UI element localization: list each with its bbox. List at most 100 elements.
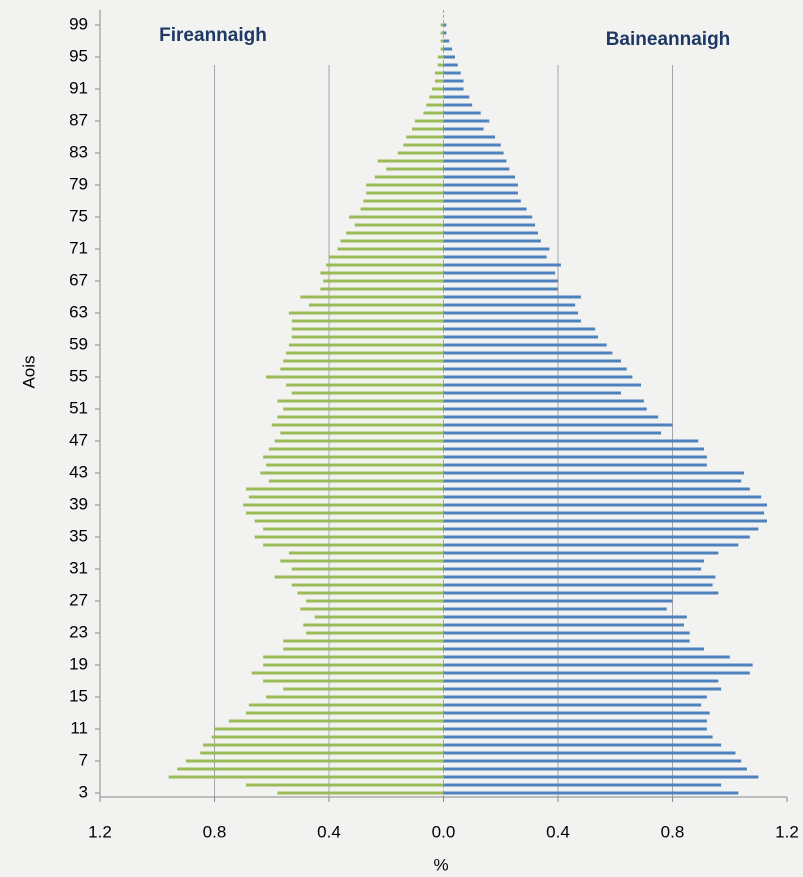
bar	[443, 543, 739, 547]
bar	[254, 519, 444, 523]
bar	[291, 335, 444, 339]
x-tick-label: 0.4	[317, 822, 341, 841]
bar	[228, 719, 444, 723]
bar	[443, 95, 470, 99]
y-tick-label: 19	[69, 654, 88, 673]
bar	[440, 23, 444, 27]
bar	[443, 575, 716, 579]
bar	[443, 615, 687, 619]
bar	[434, 71, 444, 75]
bar	[443, 439, 699, 443]
y-tick-label: 71	[69, 238, 88, 257]
bar	[443, 319, 581, 323]
bar	[443, 295, 581, 299]
bar	[443, 695, 707, 699]
bar	[283, 687, 444, 691]
bar	[443, 79, 464, 83]
bar	[443, 135, 496, 139]
bar	[443, 679, 719, 683]
bar	[274, 439, 444, 443]
bar	[443, 559, 704, 563]
bar	[443, 391, 621, 395]
bar	[443, 87, 464, 91]
bar	[443, 775, 759, 779]
bar	[443, 367, 627, 371]
bar	[443, 631, 690, 635]
bar	[443, 479, 742, 483]
y-tick-label: 83	[69, 142, 88, 161]
bar	[443, 487, 750, 491]
x-tick-label: 1.2	[775, 822, 799, 841]
bar	[323, 279, 444, 283]
y-tick-label: 99	[69, 14, 88, 33]
bar	[168, 775, 444, 779]
bar	[177, 767, 444, 771]
bar	[443, 431, 662, 435]
bar	[443, 623, 684, 627]
bar	[268, 447, 444, 451]
bar	[363, 199, 444, 203]
bar	[306, 631, 444, 635]
bar	[263, 663, 444, 667]
bar	[443, 279, 558, 283]
bar	[443, 447, 704, 451]
bar	[443, 783, 722, 787]
bar	[443, 527, 759, 531]
bar	[432, 87, 444, 91]
bar	[443, 183, 518, 187]
bar	[283, 407, 444, 411]
bar	[291, 567, 444, 571]
bar	[251, 671, 444, 675]
bar	[443, 335, 599, 339]
bar	[443, 503, 767, 507]
bar	[443, 47, 453, 51]
bar	[349, 215, 444, 219]
bar	[443, 199, 521, 203]
bar	[443, 55, 455, 59]
bar	[386, 167, 444, 171]
bar	[291, 583, 444, 587]
bar	[443, 727, 707, 731]
bar	[266, 695, 444, 699]
bar	[443, 119, 490, 123]
bar	[308, 303, 444, 307]
bar	[443, 311, 579, 315]
bar	[443, 399, 644, 403]
y-tick-label: 63	[69, 302, 88, 321]
bar	[263, 527, 444, 531]
bar	[248, 703, 444, 707]
bar	[443, 207, 527, 211]
x-tick-label: 0.0	[432, 822, 456, 841]
bar	[214, 727, 444, 731]
bar	[340, 239, 444, 243]
y-tick-label: 79	[69, 174, 88, 193]
bar	[245, 711, 444, 715]
left-series-title: Fireannaigh	[159, 25, 267, 46]
bar	[260, 471, 444, 475]
bar	[437, 63, 444, 67]
bar	[443, 535, 750, 539]
bar	[443, 751, 736, 755]
bar	[440, 39, 444, 43]
bar	[443, 343, 607, 347]
bar	[443, 551, 719, 555]
bar	[443, 655, 730, 659]
bar	[288, 343, 444, 347]
bar	[443, 711, 710, 715]
bar	[306, 599, 444, 603]
y-tick-label: 91	[69, 78, 88, 97]
bar	[443, 127, 484, 131]
bar	[443, 151, 504, 155]
bar	[443, 231, 538, 235]
bar	[366, 191, 444, 195]
bar	[326, 263, 444, 267]
x-tick-label: 0.8	[661, 822, 685, 841]
y-tick-label: 75	[69, 206, 88, 225]
bar	[443, 31, 447, 35]
bar	[443, 671, 750, 675]
bar	[443, 247, 550, 251]
bar	[185, 759, 444, 763]
bar	[429, 95, 444, 99]
bar	[443, 567, 702, 571]
y-tick-label: 7	[79, 750, 88, 769]
